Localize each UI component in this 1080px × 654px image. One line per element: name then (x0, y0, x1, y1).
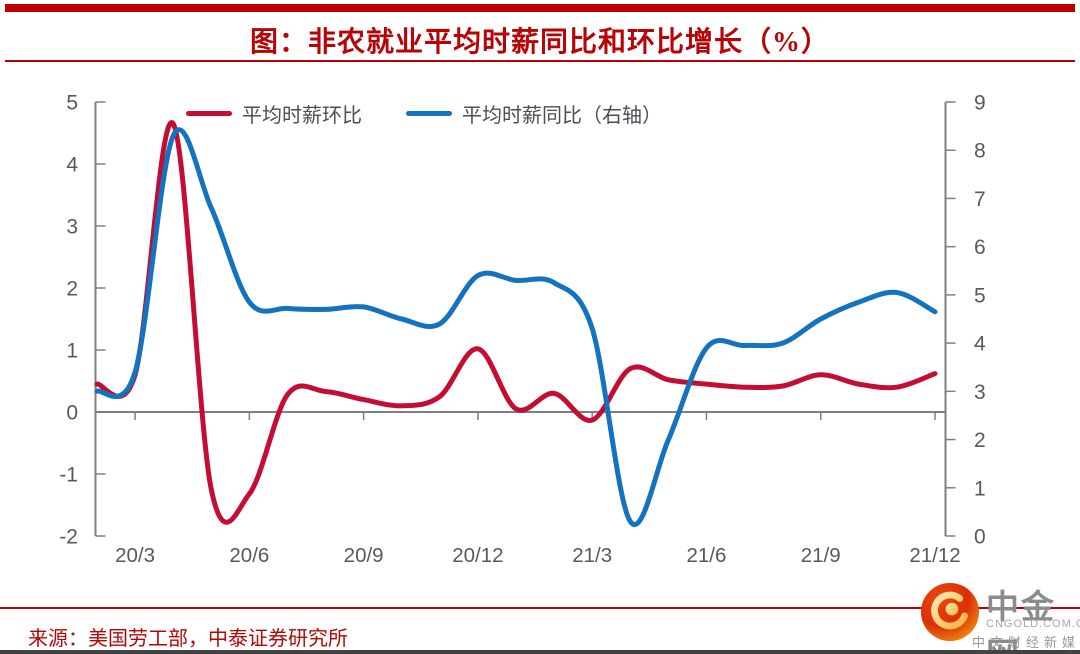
left-axis-tick-label: 1 (66, 340, 78, 363)
right-axis-tick-label: 2 (974, 429, 986, 452)
right-axis-tick-label: 4 (974, 333, 986, 356)
bottom-border (0, 650, 1080, 654)
legend-swatch-mom-line (186, 111, 232, 116)
footer-divider (0, 607, 1080, 609)
left-axis-tick-label: 4 (66, 154, 78, 177)
mom-series-line (94, 120, 938, 525)
legend-item-mom: 平均时薪环比 (186, 99, 362, 128)
right-axis-tick-label: 8 (974, 140, 986, 163)
watermark-domain: CNGOLD.COM.CN (986, 618, 1080, 630)
x-axis-tick-label: 20/6 (229, 544, 269, 567)
top-accent-bar (5, 4, 1075, 12)
watermark-tagline: 中文财经新媒体 (972, 635, 1080, 650)
x-axis-tick-label: 20/9 (344, 544, 384, 567)
chart-legend: 平均时薪环比 平均时薪同比（右轴） (186, 99, 662, 128)
x-axis-tick-label: 20/12 (452, 544, 503, 567)
legend-label-mom: 平均时薪环比 (242, 105, 362, 127)
cngold-logo-icon (920, 582, 980, 642)
right-axis-tick-label: 5 (974, 284, 986, 307)
left-axis-tick-label: 0 (66, 402, 78, 425)
watermark: 中金网 CNGOLD.COM.CN 中文财经新媒体 (920, 580, 1080, 654)
right-axis-tick-label: 7 (974, 188, 986, 211)
right-axis-tick-label: 3 (974, 381, 986, 404)
x-axis-tick-label: 20/3 (115, 544, 155, 567)
left-axis-tick-label: 5 (66, 92, 78, 115)
right-axis-tick-label: 9 (974, 92, 986, 115)
title-divider (5, 60, 1075, 62)
x-axis-tick-label: 21/3 (572, 544, 612, 567)
legend-item-yoy: 平均时薪同比（右轴） (406, 99, 662, 128)
legend-label-yoy: 平均时薪同比（右轴） (462, 105, 662, 127)
x-axis-tick-label: 21/6 (687, 544, 727, 567)
x-axis-tick-label: 21/12 (909, 544, 960, 567)
legend-swatch-yoy-line (406, 111, 452, 116)
left-axis-tick-label: -2 (59, 526, 78, 549)
right-axis-tick-label: 6 (974, 236, 986, 259)
right-axis-tick-label: 0 (974, 526, 986, 549)
source-note: 来源：美国劳工部，中泰证券研究所 (28, 628, 348, 650)
watermark-brand: 中金网 (986, 588, 1056, 654)
x-axis-tick-label: 21/9 (801, 544, 841, 567)
right-axis-tick-label: 1 (974, 477, 986, 500)
left-axis-tick-label: 3 (66, 216, 78, 239)
left-axis-tick-label: -1 (59, 464, 78, 487)
yoy-series-line (94, 127, 938, 527)
chart-title: 图：非农就业平均时薪同比和环比增长（%） (249, 27, 830, 58)
left-axis-tick-label: 2 (66, 278, 78, 301)
